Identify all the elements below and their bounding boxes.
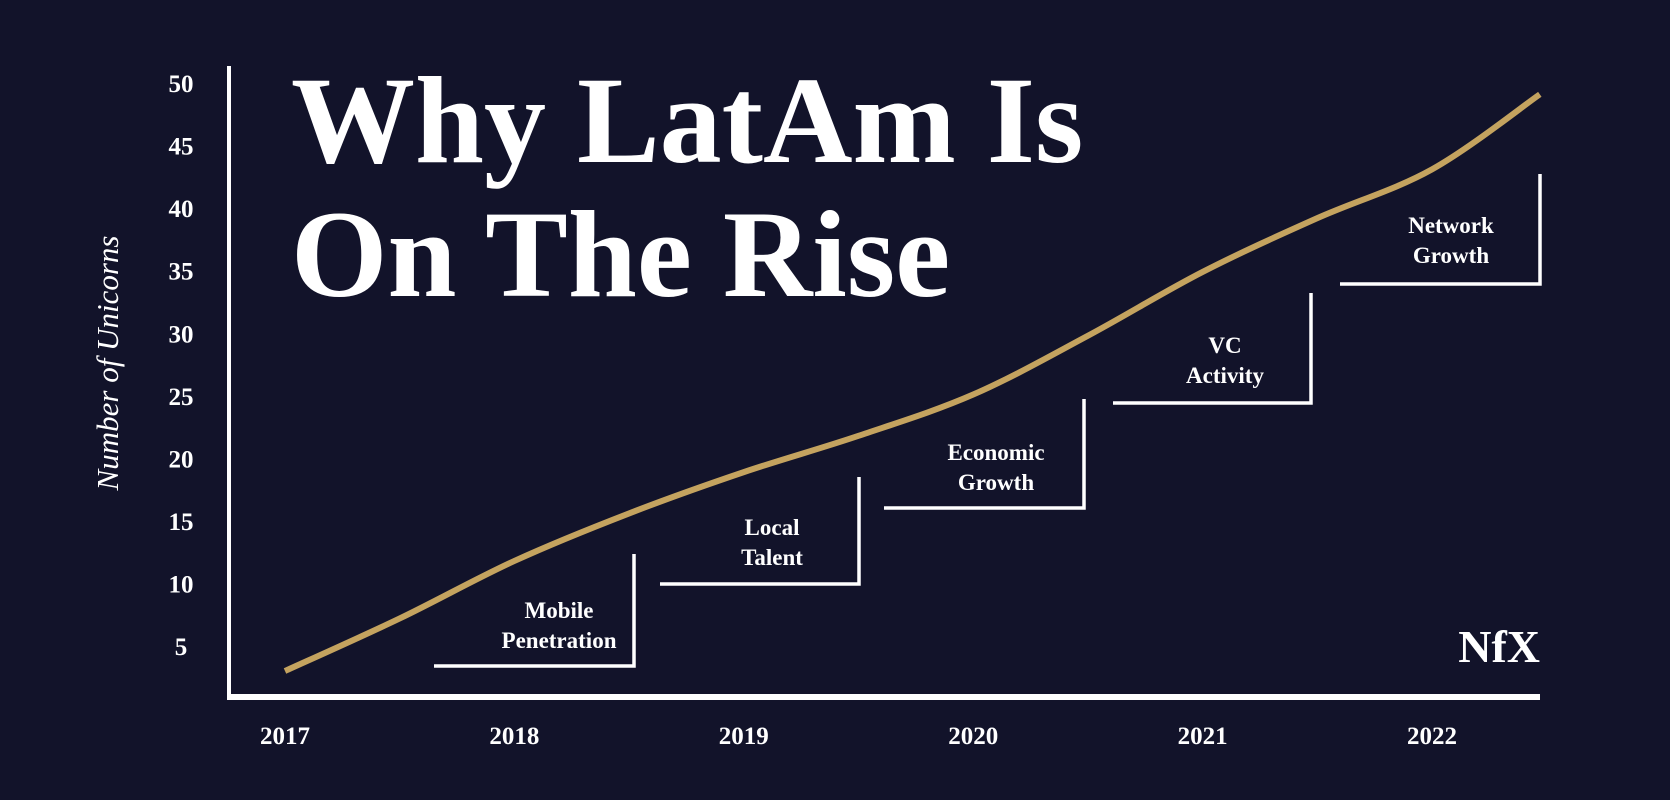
y-tick-label: 25	[169, 384, 194, 411]
step-label: Talent	[741, 545, 803, 570]
step-label: Activity	[1186, 363, 1264, 388]
step-bracket	[884, 399, 1086, 510]
step-label: Network	[1408, 213, 1494, 238]
nfx-logo: NfX	[1458, 621, 1540, 672]
x-tick-label: 2021	[1178, 723, 1228, 750]
step-bracket	[434, 554, 636, 668]
step-annotation: VC Activity	[1113, 293, 1313, 405]
y-tick-label: 45	[169, 134, 194, 161]
y-tick-label: 50	[169, 71, 194, 98]
y-tick-label: 10	[169, 571, 194, 598]
y-tick-label: 20	[169, 446, 194, 473]
x-tick-label: 2019	[719, 723, 769, 750]
step-label: VC	[1208, 333, 1241, 358]
y-tick-label: 15	[169, 509, 194, 536]
title-line-2: On The Rise	[291, 186, 950, 323]
x-tick-label: 2020	[948, 723, 998, 750]
step-bracket	[1340, 174, 1542, 286]
x-tick-label: 2018	[489, 723, 539, 750]
x-tick-label: 2022	[1407, 723, 1457, 750]
y-tick-label: 40	[169, 196, 194, 223]
step-annotation: Mobile Penetration	[434, 554, 636, 668]
step-label: Growth	[958, 470, 1034, 495]
step-bracket	[1113, 293, 1313, 405]
step-annotation: Economic Growth	[884, 399, 1086, 510]
step-label: Economic	[947, 440, 1044, 465]
step-label: Growth	[1413, 243, 1489, 268]
x-tick-label: 2017	[260, 723, 310, 750]
unicorn-count-line	[283, 91, 1542, 674]
step-label: Penetration	[502, 628, 617, 653]
title-line-1: Why LatAm Is	[291, 52, 1083, 189]
y-tick-label: 35	[169, 259, 194, 286]
y-tick-label: 5	[175, 634, 188, 661]
y-axis-title: Number of Unicorns	[90, 236, 125, 492]
step-annotation: Network Growth	[1340, 174, 1542, 286]
step-annotation: Local Talent	[660, 477, 861, 586]
step-bracket	[660, 477, 861, 586]
step-label: Mobile	[525, 598, 594, 623]
y-tick-label: 30	[169, 321, 194, 348]
step-label: Local	[745, 515, 800, 540]
